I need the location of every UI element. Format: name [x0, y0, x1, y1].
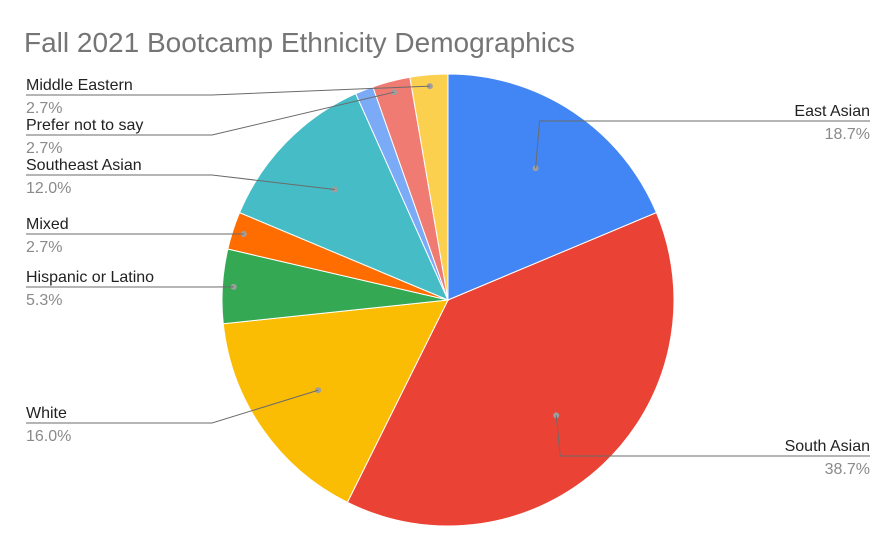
pie-slice-southeast-asian: [238, 93, 449, 301]
slice-value-prefer-not-to-say: 2.7%: [26, 140, 62, 157]
slice-value-east-asian: 18.7%: [825, 126, 870, 143]
pie-slice-south-asian: [346, 211, 675, 527]
leader-line-middle-eastern: [26, 85, 430, 96]
leader-line-east-asian: [535, 120, 870, 169]
leader-line-white: [26, 389, 319, 424]
slice-label-hispanic-or-latino: Hispanic or Latino: [26, 269, 154, 286]
leader-line-south-asian: [555, 415, 870, 457]
slice-label-prefer-not-to-say: Prefer not to say: [26, 117, 143, 134]
slice-label-east-asian: East Asian: [794, 103, 870, 120]
slice-value-hispanic-or-latino: 5.3%: [26, 292, 62, 309]
slice-value-south-asian: 38.7%: [825, 461, 870, 478]
pie-slice-east-asian: [447, 73, 658, 301]
slice-label-south-asian: South Asian: [785, 438, 870, 455]
pie-slice-white: [222, 299, 449, 504]
slice-value-southeast-asian: 12.0%: [26, 180, 71, 197]
slice-value-white: 16.0%: [26, 428, 71, 445]
slice-labels: East Asian 18.7% South Asian 38.7% White 16.0…: [26, 77, 870, 478]
slice-label-mixed: Mixed: [26, 216, 69, 233]
leader-line-prefer-not-to-say: [26, 91, 395, 136]
pie-slices: [221, 73, 675, 527]
slice-value-middle-eastern: 2.7%: [26, 100, 62, 117]
pie-slice-middle-eastern: [409, 73, 449, 301]
slice-label-middle-eastern: Middle Eastern: [26, 77, 133, 94]
slice-value-mixed: 2.7%: [26, 239, 62, 256]
chart-title: Fall 2021 Bootcamp Ethnicity Demographic…: [24, 27, 575, 58]
slice-label-white: White: [26, 405, 67, 422]
leader-line-southeast-asian: [26, 174, 335, 190]
slice-label-southeast-asian: Southeast Asian: [26, 157, 142, 174]
